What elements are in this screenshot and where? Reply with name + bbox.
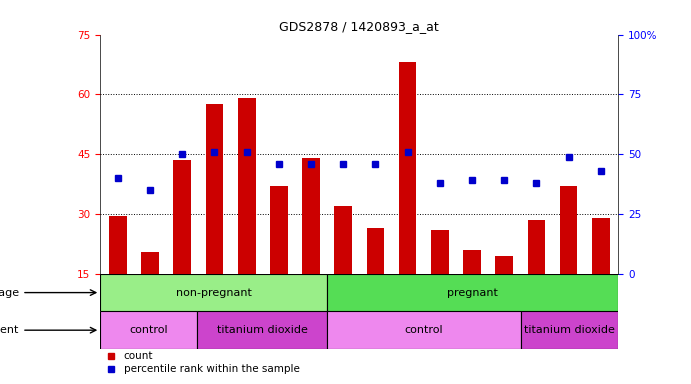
Text: count: count (124, 351, 153, 361)
Bar (495, 256, 513, 274)
Text: agent: agent (0, 325, 96, 335)
Bar (206, 104, 223, 274)
Title: GDS2878 / 1420893_a_at: GDS2878 / 1420893_a_at (279, 20, 439, 33)
Bar (366, 228, 384, 274)
Bar (173, 160, 191, 274)
Text: percentile rank within the sample: percentile rank within the sample (124, 364, 299, 374)
Bar (592, 218, 609, 274)
Bar (100, 274, 327, 311)
Text: control: control (405, 325, 444, 335)
Bar (327, 274, 618, 311)
Text: titanium dioxide: titanium dioxide (524, 325, 615, 335)
Bar (399, 63, 417, 274)
Text: development stage: development stage (0, 288, 96, 298)
Bar (238, 98, 256, 274)
Text: pregnant: pregnant (447, 288, 498, 298)
Text: control: control (129, 325, 168, 335)
Bar (327, 311, 521, 349)
Bar (527, 220, 545, 274)
Bar (141, 252, 159, 274)
Bar (334, 206, 352, 274)
Text: titanium dioxide: titanium dioxide (217, 325, 307, 335)
Bar (100, 311, 198, 349)
Text: non-pregnant: non-pregnant (176, 288, 252, 298)
Bar (560, 186, 578, 274)
Bar (198, 311, 327, 349)
Bar (463, 250, 481, 274)
Bar (521, 311, 618, 349)
Bar (109, 216, 126, 274)
Bar (302, 158, 320, 274)
Bar (431, 230, 448, 274)
Bar (270, 186, 287, 274)
